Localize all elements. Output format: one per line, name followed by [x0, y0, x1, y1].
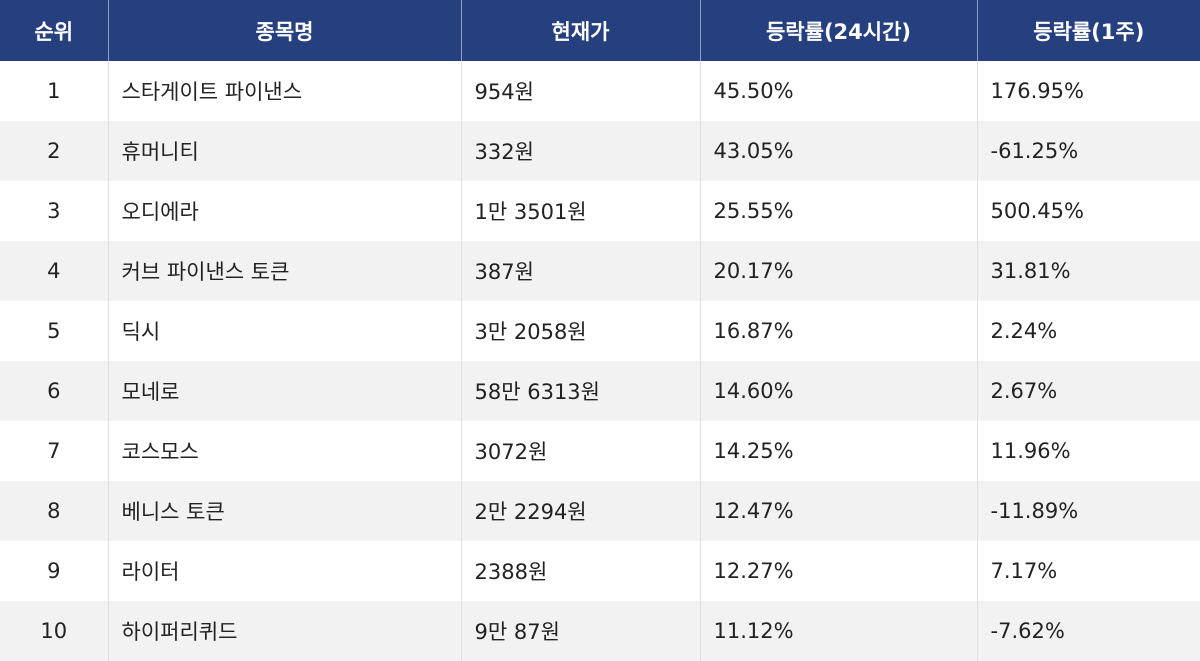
rank-cell: 7	[47, 439, 61, 463]
rank-cell: 10	[40, 619, 68, 643]
table-row: 5 딕시 3만 2058원 16.87% 2.24%	[0, 301, 1200, 361]
rank-cell: 2	[47, 139, 61, 163]
price-cell: 3072원	[460, 421, 700, 481]
price-cell: 954원	[460, 61, 700, 121]
name-cell: 오디에라	[107, 181, 461, 241]
name-cell: 휴머니티	[107, 121, 461, 181]
name-cell: 딕시	[107, 301, 461, 361]
name-cell: 베니스 토큰	[107, 481, 461, 541]
change-24h-cell: 16.87%	[699, 301, 977, 361]
change-1w-cell: 7.17%	[976, 541, 1200, 601]
name-cell: 커브 파이낸스 토큰	[107, 241, 461, 301]
name-cell: 라이터	[107, 541, 461, 601]
change-24h-cell: 45.50%	[699, 61, 977, 121]
change-1w-cell: 11.96%	[976, 421, 1200, 481]
price-cell: 332원	[460, 121, 700, 181]
change-24h-cell: 25.55%	[699, 181, 977, 241]
table-row: 2 휴머니티 332원 43.05% -61.25%	[0, 121, 1200, 181]
price-cell: 3만 2058원	[460, 301, 700, 361]
table-row: 3 오디에라 1만 3501원 25.55% 500.45%	[0, 181, 1200, 241]
rank-cell: 8	[47, 499, 61, 523]
price-cell: 2만 2294원	[460, 481, 700, 541]
change-24h-cell: 12.27%	[699, 541, 977, 601]
price-cell: 1만 3501원	[460, 181, 700, 241]
change-1w-cell: 2.24%	[976, 301, 1200, 361]
table-row: 1 스타게이트 파이낸스 954원 45.50% 176.95%	[0, 61, 1200, 121]
change-1w-cell: 500.45%	[976, 181, 1200, 241]
table-body: 1 스타게이트 파이낸스 954원 45.50% 176.95% 2 휴머니티 …	[0, 61, 1200, 661]
change-24h-cell: 12.47%	[699, 481, 977, 541]
header-row: 순위 종목명 현재가 등락률(24시간) 등락률(1주)	[0, 0, 1200, 61]
change-1w-cell: -7.62%	[976, 601, 1200, 661]
header-name: 종목명	[107, 0, 461, 61]
change-24h-cell: 43.05%	[699, 121, 977, 181]
change-1w-cell: 2.67%	[976, 361, 1200, 421]
rank-cell: 1	[47, 79, 61, 103]
change-24h-cell: 14.25%	[699, 421, 977, 481]
price-cell: 2388원	[460, 541, 700, 601]
change-1w-cell: 31.81%	[976, 241, 1200, 301]
table-row: 8 베니스 토큰 2만 2294원 12.47% -11.89%	[0, 481, 1200, 541]
price-cell: 58만 6313원	[460, 361, 700, 421]
header-change-24h: 등락률(24시간)	[699, 0, 977, 61]
rank-cell: 6	[47, 379, 61, 403]
name-cell: 코스모스	[107, 421, 461, 481]
name-cell: 모네로	[107, 361, 461, 421]
table-row: 10 하이퍼리퀴드 9만 87원 11.12% -7.62%	[0, 601, 1200, 661]
name-cell: 스타게이트 파이낸스	[107, 61, 461, 121]
rank-cell: 9	[47, 559, 61, 583]
change-24h-cell: 11.12%	[699, 601, 977, 661]
change-1w-cell: 176.95%	[976, 61, 1200, 121]
table-row: 9 라이터 2388원 12.27% 7.17%	[0, 541, 1200, 601]
change-24h-cell: 14.60%	[699, 361, 977, 421]
change-24h-cell: 20.17%	[699, 241, 977, 301]
header-change-1w: 등락률(1주)	[976, 0, 1200, 61]
table-row: 7 코스모스 3072원 14.25% 11.96%	[0, 421, 1200, 481]
rank-cell: 5	[47, 319, 61, 343]
header-price: 현재가	[460, 0, 700, 61]
table-header: 순위 종목명 현재가 등락률(24시간) 등락률(1주)	[0, 0, 1200, 61]
price-cell: 9만 87원	[460, 601, 700, 661]
name-cell: 하이퍼리퀴드	[107, 601, 461, 661]
rank-cell: 3	[47, 199, 61, 223]
rank-cell: 4	[47, 259, 61, 283]
table-row: 4 커브 파이낸스 토큰 387원 20.17% 31.81%	[0, 241, 1200, 301]
header-rank: 순위	[34, 19, 74, 44]
price-cell: 387원	[460, 241, 700, 301]
change-1w-cell: -61.25%	[976, 121, 1200, 181]
change-1w-cell: -11.89%	[976, 481, 1200, 541]
table-row: 6 모네로 58만 6313원 14.60% 2.67%	[0, 361, 1200, 421]
